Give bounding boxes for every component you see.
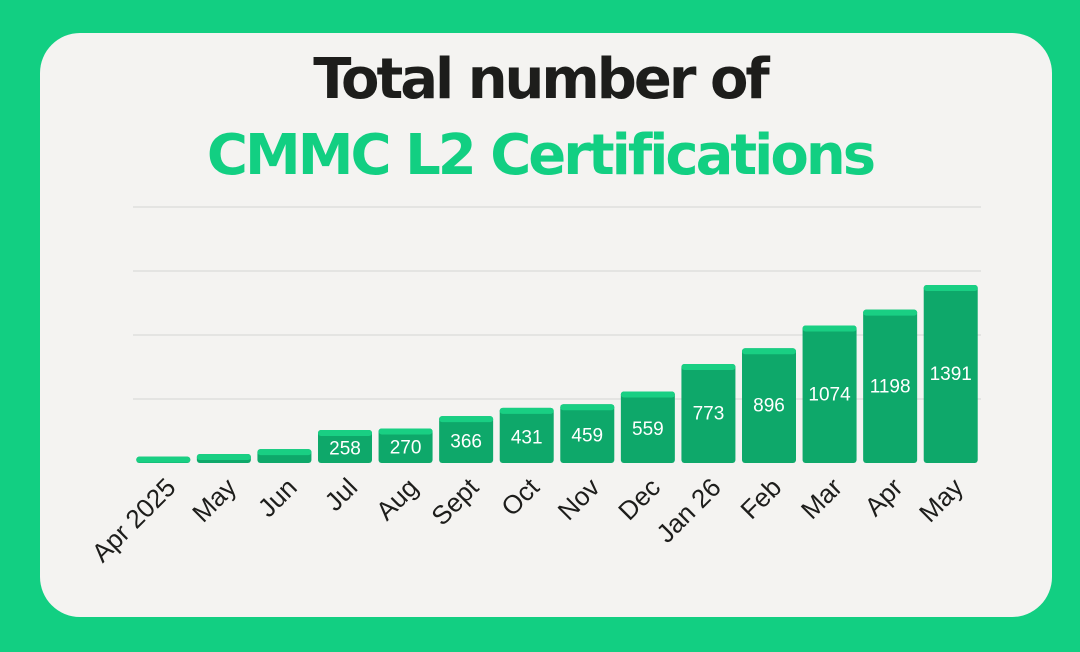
data-label: 431 [511, 427, 543, 448]
bar-cap [196, 454, 251, 461]
data-label: 1391 [930, 364, 972, 385]
bar-cap [136, 456, 191, 463]
data-label: 1198 [870, 376, 911, 397]
data-label: 896 [753, 396, 785, 417]
data-label: 366 [450, 432, 482, 453]
bar-0 [136, 456, 191, 463]
x-tick-label: Dec [612, 472, 666, 526]
bar-8 [620, 391, 675, 463]
bar-13 [923, 284, 978, 463]
bar-2 [257, 449, 312, 463]
x-tick-label: Jan 26 [650, 472, 726, 548]
bar-6 [499, 407, 554, 463]
bar-cap [318, 429, 372, 436]
data-label: 559 [632, 419, 664, 440]
chart-title-line1: Total number of [313, 47, 770, 112]
bar-body [681, 364, 736, 463]
data-labels: 258 270 366 431 459 559 773 896 1074 1198 1391 [329, 364, 972, 460]
x-tick-label: Sept [425, 471, 485, 531]
data-label: 459 [571, 426, 603, 447]
bar-9 [681, 364, 736, 463]
bar-cap [257, 449, 312, 456]
bar-body [560, 404, 615, 463]
bar-1 [196, 454, 251, 463]
bar-body [742, 348, 796, 463]
bar-cap [499, 407, 554, 414]
x-tick-label: Jul [319, 472, 364, 517]
bar-body [318, 429, 372, 463]
x-tick-label: Jun [252, 472, 303, 523]
x-tick-label: Aug [370, 472, 424, 526]
x-tick-label: May [186, 472, 242, 528]
x-tick-label: Nov [552, 472, 606, 526]
bar-7 [560, 404, 615, 463]
bar-body [620, 391, 675, 463]
bars [136, 284, 978, 463]
x-tick-label: Oct [495, 471, 545, 521]
bar-cap [620, 391, 675, 398]
bar-cap [560, 404, 615, 411]
bar-body [802, 325, 857, 463]
x-tick-label: Feb [734, 472, 787, 525]
bar-cap [923, 284, 978, 291]
bar-body [923, 284, 978, 463]
bar-4 [378, 428, 433, 463]
bar-body [863, 309, 918, 463]
bar-body [378, 428, 433, 463]
bar-cap [378, 428, 433, 435]
bar-cap [802, 325, 857, 332]
bar-cap [742, 348, 796, 355]
x-tick-label: Mar [795, 472, 848, 525]
x-tick-label: Apr [859, 472, 909, 522]
x-tick-label: May [913, 472, 969, 528]
bar-cap [439, 416, 494, 423]
data-label: 270 [390, 438, 422, 459]
x-tick-label: Apr 2025 [86, 472, 182, 568]
data-label: 1074 [808, 384, 851, 405]
bar-body [499, 407, 554, 463]
bar-10 [742, 348, 796, 463]
bar-body [439, 416, 494, 463]
bar-cap [863, 309, 918, 316]
chart-title-line2: CMMC L2 Certifications [206, 123, 876, 188]
bar-11 [802, 325, 857, 463]
bar-cap [681, 364, 736, 371]
bar-12 [863, 309, 918, 463]
bar-5 [439, 416, 494, 463]
data-label: 773 [693, 404, 725, 425]
data-label: 258 [329, 438, 361, 459]
bar-3 [318, 429, 372, 463]
